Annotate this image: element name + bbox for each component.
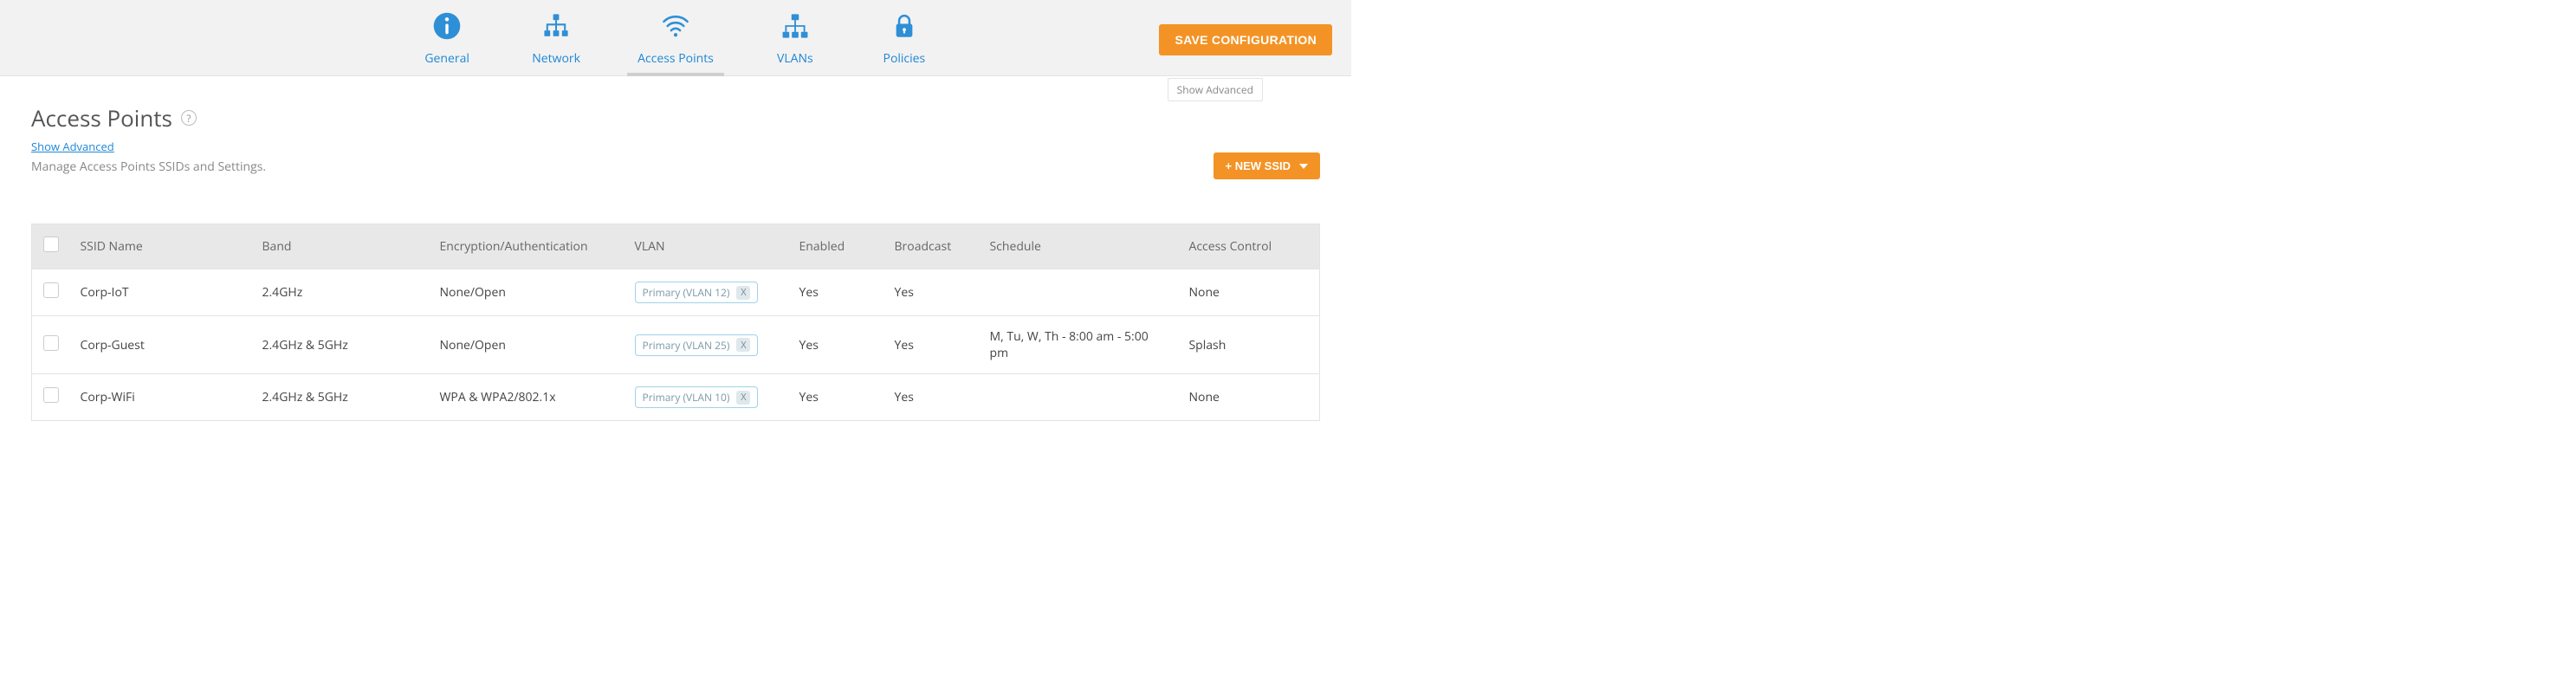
tab-vlans[interactable]: VLANs	[757, 11, 833, 75]
cell-encryption: WPA & WPA2/802.1x	[430, 374, 625, 421]
vlan-tag[interactable]: Primary (VLAN 10) X	[635, 386, 759, 408]
row-select-cell	[32, 269, 70, 316]
col-vlan[interactable]: VLAN	[625, 224, 789, 269]
tab-network[interactable]: Network	[518, 11, 594, 75]
vlan-tag[interactable]: Primary (VLAN 12) X	[635, 282, 759, 303]
vlan-icon	[780, 11, 810, 45]
remove-vlan-icon[interactable]: X	[736, 391, 750, 405]
tab-label: General	[424, 50, 469, 67]
page-title-text: Access Points	[31, 102, 172, 133]
cell-encryption: None/Open	[430, 316, 625, 374]
lock-icon	[890, 11, 919, 45]
cell-schedule	[980, 269, 1179, 316]
page-title: Access Points ?	[31, 102, 1320, 133]
cell-ssid: Corp-Guest	[70, 316, 252, 374]
tab-label: VLANs	[777, 50, 813, 67]
row-checkbox[interactable]	[43, 335, 59, 351]
col-enabled[interactable]: Enabled	[789, 224, 884, 269]
row-select-cell	[32, 316, 70, 374]
vlan-tag-label: Primary (VLAN 12)	[643, 285, 730, 300]
cell-access-control: None	[1179, 269, 1320, 316]
col-encryption[interactable]: Encryption/Authentication	[430, 224, 625, 269]
col-access-control[interactable]: Access Control	[1179, 224, 1320, 269]
show-advanced-link[interactable]: Show Advanced	[31, 139, 114, 154]
cell-vlan: Primary (VLAN 12) X	[625, 269, 789, 316]
remove-vlan-icon[interactable]: X	[736, 338, 750, 352]
cell-schedule: M, Tu, W, Th - 8:00 am - 5:00 pm	[980, 316, 1179, 374]
table-row[interactable]: Corp-IoT2.4GHzNone/Open Primary (VLAN 12)…	[32, 269, 1320, 316]
page-body: Access Points ? Show Advanced Manage Acc…	[0, 76, 1351, 421]
cell-access-control: None	[1179, 374, 1320, 421]
cell-broadcast: Yes	[884, 374, 980, 421]
vlan-tag-label: Primary (VLAN 25)	[643, 338, 730, 353]
wifi-icon	[661, 11, 690, 45]
help-icon[interactable]: ?	[181, 110, 197, 126]
row-select-cell	[32, 374, 70, 421]
network-icon	[541, 11, 571, 45]
tab-general[interactable]: General	[409, 11, 485, 75]
vlan-tag[interactable]: Primary (VLAN 25) X	[635, 334, 759, 356]
row-checkbox[interactable]	[43, 387, 59, 403]
cell-vlan: Primary (VLAN 10) X	[625, 374, 789, 421]
table-row[interactable]: Corp-Guest2.4GHz & 5GHzNone/Open Primary …	[32, 316, 1320, 374]
tab-access-points[interactable]: Access Points	[627, 11, 724, 75]
cell-broadcast: Yes	[884, 269, 980, 316]
col-band[interactable]: Band	[252, 224, 430, 269]
nav-tabs: General Network Access Points VLANs Poli	[409, 0, 942, 75]
cell-enabled: Yes	[789, 374, 884, 421]
col-broadcast[interactable]: Broadcast	[884, 224, 980, 269]
cell-vlan: Primary (VLAN 25) X	[625, 316, 789, 374]
table-row[interactable]: Corp-WiFi2.4GHz & 5GHzWPA & WPA2/802.1x P…	[32, 374, 1320, 421]
info-icon	[432, 11, 462, 45]
col-ssid[interactable]: SSID Name	[70, 224, 252, 269]
remove-vlan-icon[interactable]: X	[736, 286, 750, 300]
row-checkbox[interactable]	[43, 282, 59, 298]
cell-band: 2.4GHz	[252, 269, 430, 316]
tab-policies[interactable]: Policies	[866, 11, 942, 75]
cell-band: 2.4GHz & 5GHz	[252, 374, 430, 421]
cell-broadcast: Yes	[884, 316, 980, 374]
tab-label: Network	[532, 50, 580, 67]
select-all-header	[32, 224, 70, 269]
save-configuration-button[interactable]: SAVE CONFIGURATION	[1159, 24, 1332, 55]
table-header-row: SSID Name Band Encryption/Authentication…	[32, 224, 1320, 269]
cell-schedule	[980, 374, 1179, 421]
new-ssid-button[interactable]: + NEW SSID	[1214, 152, 1321, 179]
select-all-checkbox[interactable]	[43, 237, 59, 252]
page-subtitle: Manage Access Points SSIDs and Settings.	[31, 159, 1320, 175]
col-schedule[interactable]: Schedule	[980, 224, 1179, 269]
cell-access-control: Splash	[1179, 316, 1320, 374]
new-ssid-label: + NEW SSID	[1226, 159, 1291, 172]
chevron-down-icon	[1299, 164, 1308, 169]
cell-band: 2.4GHz & 5GHz	[252, 316, 430, 374]
cell-encryption: None/Open	[430, 269, 625, 316]
cell-ssid: Corp-WiFi	[70, 374, 252, 421]
vlan-tag-label: Primary (VLAN 10)	[643, 390, 730, 405]
cell-ssid: Corp-IoT	[70, 269, 252, 316]
cell-enabled: Yes	[789, 269, 884, 316]
cell-enabled: Yes	[789, 316, 884, 374]
top-nav: General Network Access Points VLANs Poli	[0, 0, 1351, 76]
tab-label: Policies	[883, 50, 926, 67]
ssid-table: SSID Name Band Encryption/Authentication…	[31, 224, 1320, 421]
tab-label: Access Points	[638, 50, 714, 67]
